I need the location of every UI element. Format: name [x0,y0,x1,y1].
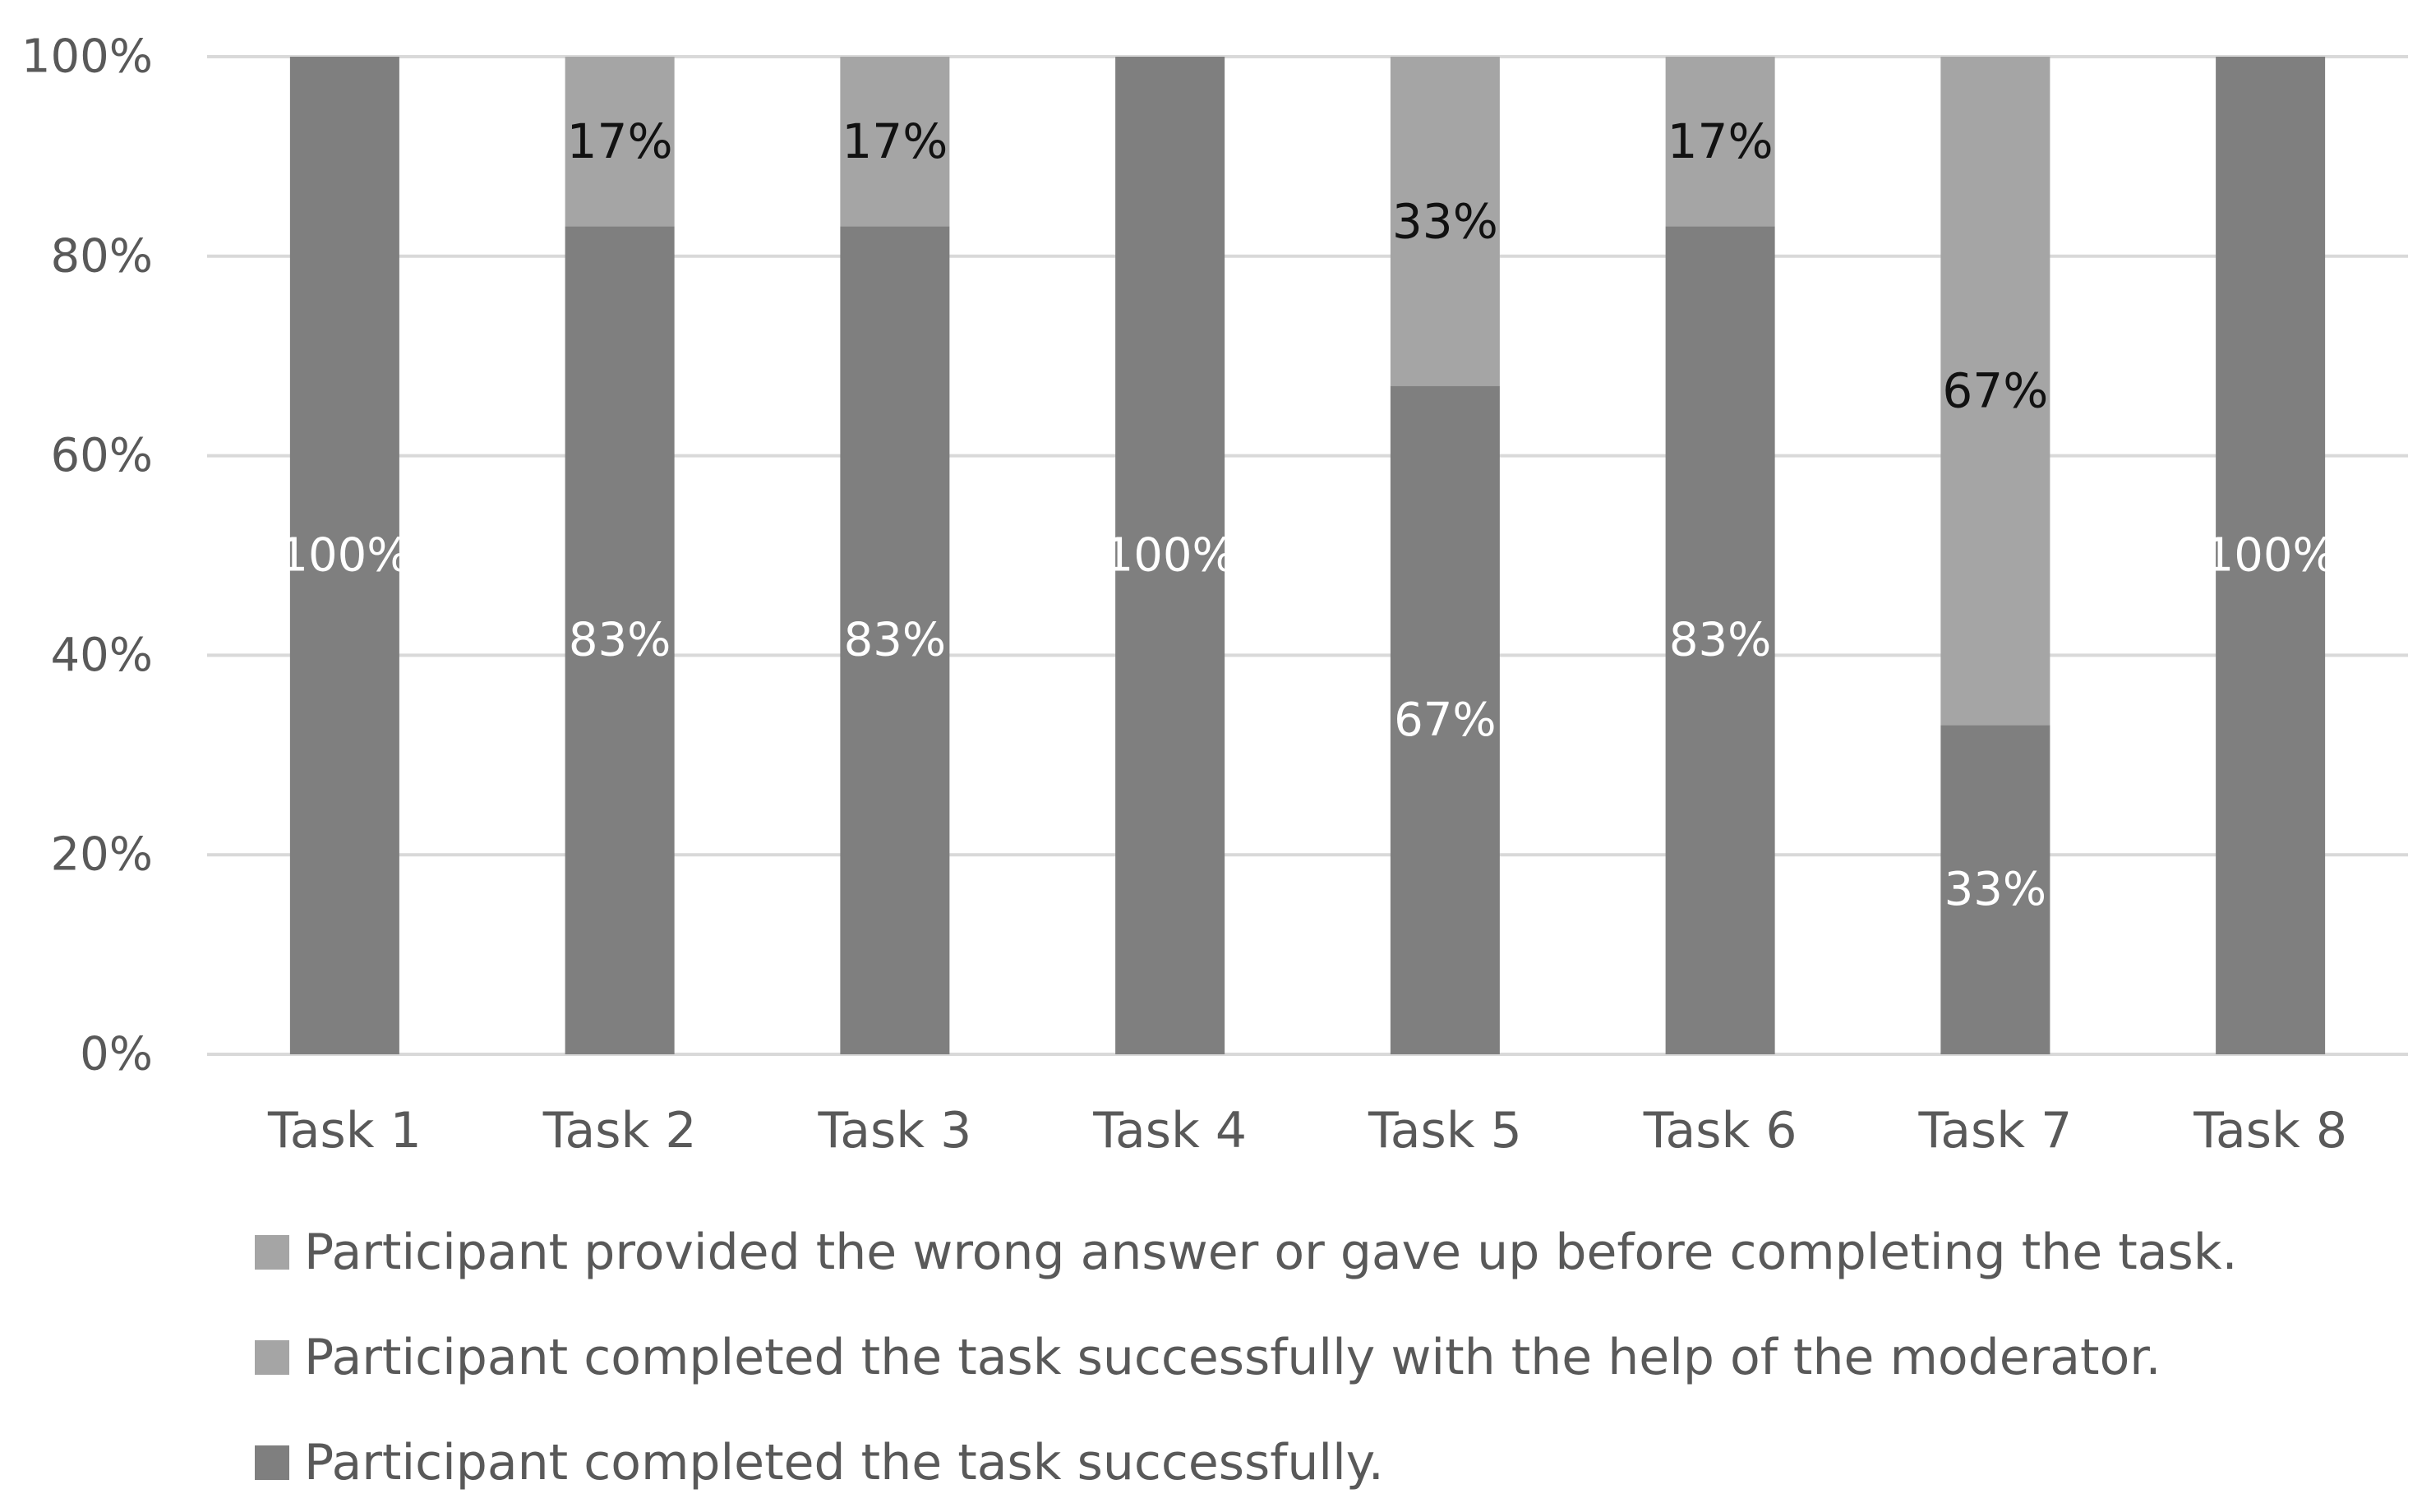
data-label: 67% [1394,694,1496,747]
data-label: 33% [1392,193,1498,249]
x-tick-label: Task 3 [818,1102,972,1159]
legend-swatch [255,1445,289,1480]
data-label: 33% [1944,863,2046,916]
bar-segment [565,57,675,227]
bars [289,57,2326,1054]
bar-segment [1390,385,1500,1054]
data-label: 83% [569,614,671,667]
bar-segment [565,226,675,1054]
y-tick-label: 0% [80,1028,153,1081]
x-tick-label: Task 2 [542,1102,697,1159]
data-label: 67% [1942,363,2048,419]
x-tick-label: Task 7 [1918,1102,2073,1159]
bar-segment [1665,57,1775,227]
bar-segment [840,57,950,227]
y-tick-label: 40% [51,629,153,682]
legend-label: Participant completed the task successfu… [304,1434,1384,1491]
bar-segment [1390,57,1500,386]
x-tick-label: Task 5 [1368,1102,1522,1159]
data-label: 100% [279,529,410,583]
data-label: 17% [1668,113,1774,169]
data-label: 17% [567,113,673,169]
legend-label: Participant provided the wrong answer or… [304,1224,2238,1281]
data-label: 100% [1105,529,1236,583]
y-tick-label: 20% [51,828,153,882]
data-labels: 100% 83% 17% 83% 17% 100% 67% 33% 83% 17% 33% 67% 10… [279,113,2336,916]
y-tick-label: 60% [51,429,153,482]
y-tick-label: 80% [51,229,153,283]
bar-segment [1940,57,2050,726]
data-label: 100% [2205,529,2336,583]
x-tick-label: Task 6 [1643,1102,1797,1159]
x-tick-label: Task 8 [2193,1102,2347,1159]
y-tick-label: 100% [21,30,153,84]
bar-segment [1665,226,1775,1054]
legend-swatch [255,1235,289,1270]
gridlines [207,55,2408,1056]
legend-swatch [255,1340,289,1375]
x-axis-ticks: Task 1 Task 2 Task 3 Task 4 Task 5 Task 6 Task… [267,1102,2347,1159]
bar-segment [1115,57,1225,1054]
data-label: 83% [1669,614,1771,667]
legend: Participant provided the wrong answer or… [255,1224,2238,1491]
data-label: 83% [844,614,946,667]
x-tick-label: Task 4 [1092,1102,1247,1159]
data-label: 17% [842,113,948,169]
legend-label: Participant completed the task successfu… [304,1329,2161,1386]
bar-segment [2216,57,2326,1054]
bar-segment [840,226,950,1054]
bar-segment [1940,725,2050,1054]
x-tick-label: Task 1 [267,1102,422,1159]
y-axis-ticks: 0% 20% 40% 60% 80% 100% [21,30,153,1081]
bar-segment [289,57,399,1054]
